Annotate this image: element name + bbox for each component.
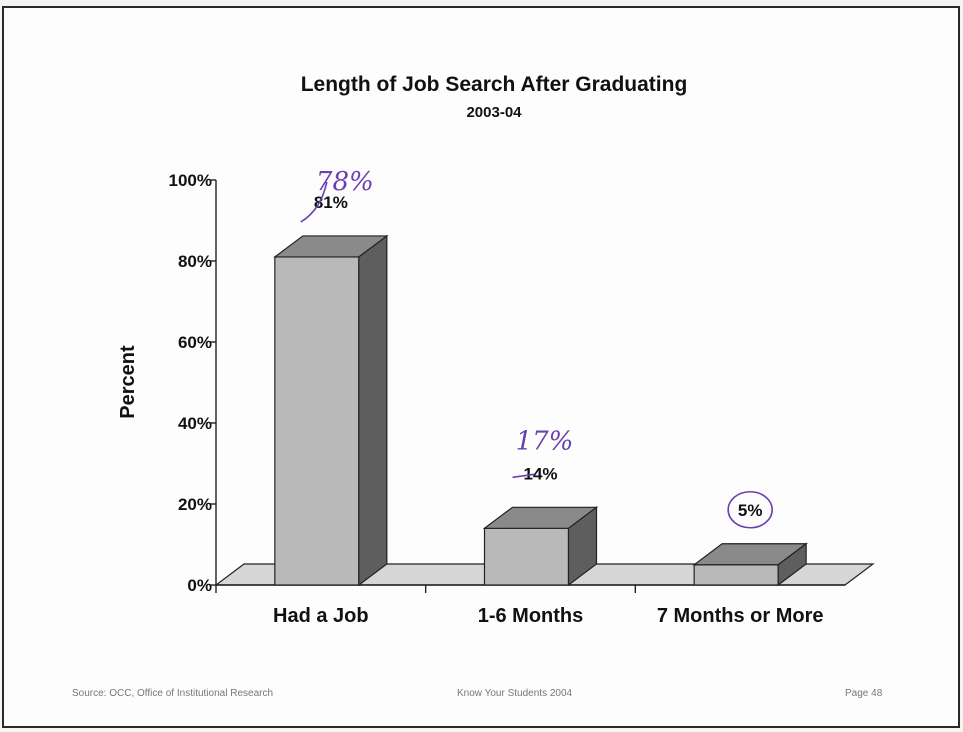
chart-subtitle: 2003-04 [466, 104, 522, 121]
bar-side [567, 506, 598, 587]
handwritten-annotation: 17% [516, 426, 574, 456]
x-tick-label: Had a Job [273, 605, 369, 627]
y-tick-label: 80% [178, 252, 212, 271]
x-tick-label: 7 Months or More [657, 605, 824, 627]
y-tick-label: 100% [169, 171, 212, 190]
y-tick-label: 0% [187, 576, 212, 595]
bar-side [358, 234, 388, 587]
bar [273, 234, 389, 587]
y-tick-label: 60% [178, 333, 212, 352]
circle-mark [727, 490, 773, 529]
y-tick-label: 20% [178, 495, 212, 514]
handwritten-annotation: 78% [316, 167, 374, 197]
bar [482, 506, 599, 587]
bar-front [483, 527, 570, 586]
data-label: 5% [738, 501, 763, 520]
slide-frame [2, 6, 960, 728]
y-tick-label: 40% [178, 414, 212, 433]
footer-page: Page 48 [845, 688, 883, 699]
data-label: 14% [523, 464, 557, 483]
bar-front [274, 256, 360, 586]
footer-source: Source: OCC, Office of Institutional Res… [72, 688, 274, 699]
strike-mark [512, 473, 535, 479]
strike-mark [300, 181, 328, 223]
chart-title: Length of Job Search After Graduating [301, 73, 688, 96]
bar [692, 542, 808, 587]
y-axis-label: Percent [117, 345, 139, 419]
bar-front [693, 564, 779, 586]
bar-side [777, 542, 807, 587]
x-tick-label: 1-6 Months [478, 605, 584, 627]
footer-center: Know Your Students 2004 [457, 688, 573, 699]
